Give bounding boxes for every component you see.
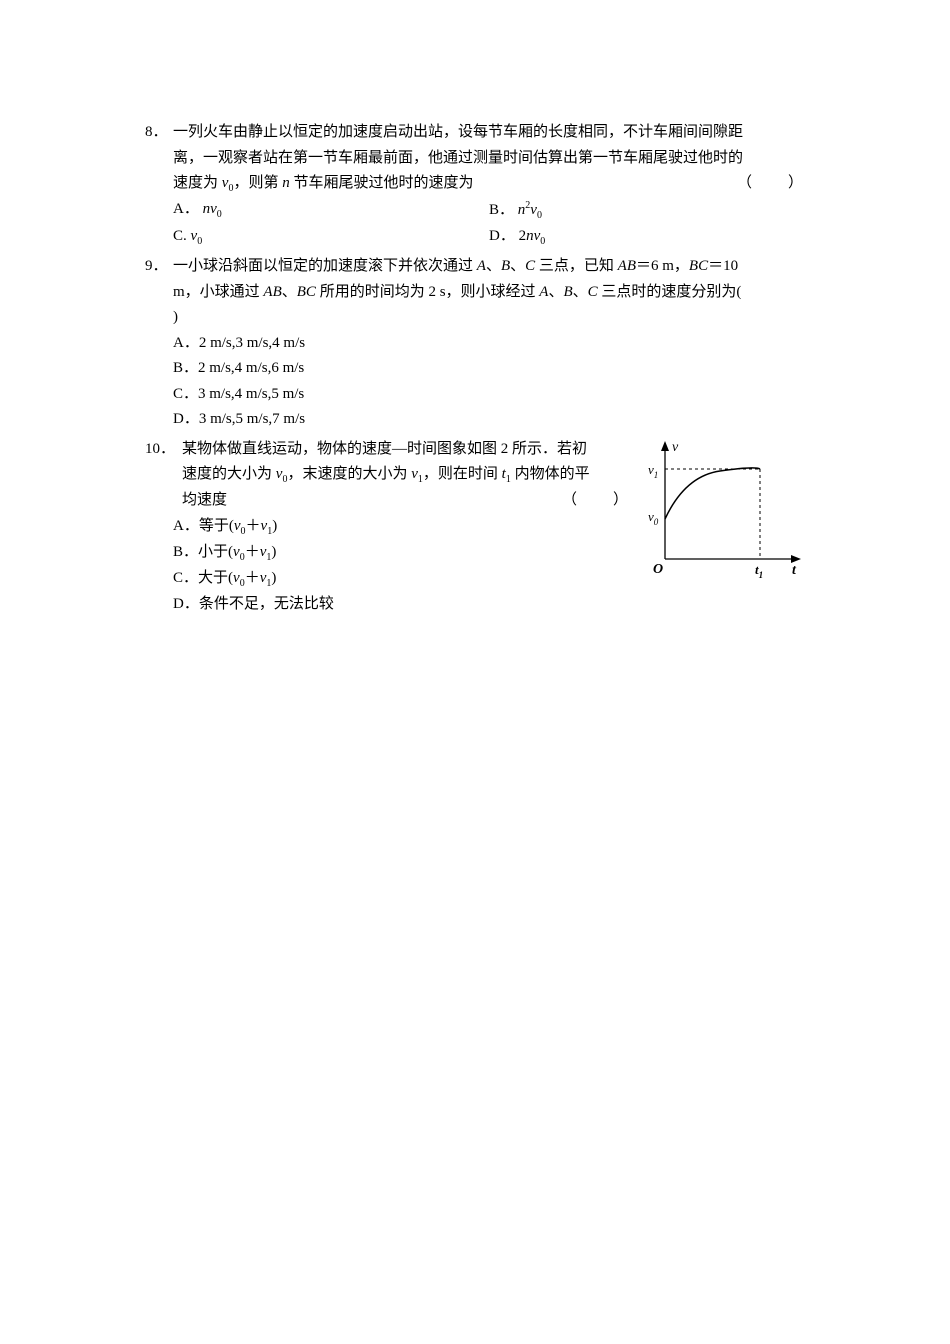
q8-line3-wrap: 速度为 v0，则第 n 节车厢尾驶过他时的速度为 （ ） <box>145 171 805 197</box>
q10-optC: C．大于(v0＋v1) <box>145 566 630 592</box>
q10-l1: 某物体做直线运动，物体的速度—时间图象如图 2 所示．若初 <box>182 441 587 457</box>
t-axis-label: t <box>792 563 797 578</box>
q10-l2-wrap: 速度的大小为 v0，末速度的大小为 v1，则在时间 t1 内物体的平 <box>145 462 630 488</box>
q8-optB-val: n2v0 <box>518 202 542 218</box>
q9-number: 9． <box>145 254 173 280</box>
q10-optC-pre: C．大于 <box>173 570 228 586</box>
q10-text: 某物体做直线运动，物体的速度—时间图象如图 2 所示．若初 <box>182 437 630 463</box>
q10-optC-expr: (v0＋v1) <box>228 570 276 586</box>
q9-optB: B．2 m/s,4 m/s,6 m/s <box>145 356 805 382</box>
q8-line2: 离，一观察者站在第一节车厢最前面，他通过测量时间估算出第一节车厢尾驶过他时的 <box>173 150 743 166</box>
q9-line2-wrap: m，小球通过 AB、BC 所用的时间均为 2 s，则小球经过 A、B、C 三点时… <box>145 280 805 306</box>
q10-v1: v1 <box>411 466 423 482</box>
q8-line3-inner: 速度为 v0，则第 n 节车厢尾驶过他时的速度为 <box>173 171 737 197</box>
q10-stem: 10． 某物体做直线运动，物体的速度—时间图象如图 2 所示．若初 <box>145 437 630 463</box>
q8-options-row2: C. v0 D． 2nv0 <box>145 224 805 250</box>
velocity-time-graph: v v1 v0 O t1 t <box>640 439 805 579</box>
q8-optC: C. v0 <box>173 224 489 250</box>
q8-line3-mid: ，则第 <box>233 175 278 191</box>
q8-optC-val: v0 <box>191 228 203 244</box>
question-9: 9． 一小球沿斜面以恒定的加速度滚下并依次通过 A、B、C 三点，已知 AB＝6… <box>145 254 805 433</box>
q10-number: 10． <box>145 437 182 463</box>
q8-optD: D． 2nv0 <box>489 224 805 250</box>
q10-paren: （ ） <box>562 488 630 514</box>
q8-optA: A． nv0 <box>173 197 489 224</box>
q10-t1: t1 <box>502 466 515 482</box>
q10-l3-wrap: 均速度 （ ） <box>145 488 630 514</box>
q8-optD-val: 2nv0 <box>519 228 546 244</box>
q8-n: n <box>282 175 293 191</box>
q10-l3: 均速度 <box>182 488 562 514</box>
q8-optA-val: nv0 <box>203 201 222 217</box>
q9-l2-pre: m，小球通过 <box>173 284 260 300</box>
q8-options-row1: A． nv0 B． n2v0 <box>145 197 805 224</box>
q8-line2-wrap: 离，一观察者站在第一节车厢最前面，他通过测量时间估算出第一节车厢尾驶过他时的 <box>145 146 805 172</box>
q9-l3: ) <box>173 309 178 325</box>
q8-optA-label: A． <box>173 201 199 217</box>
question-10: 10． 某物体做直线运动，物体的速度—时间图象如图 2 所示．若初 速度的大小为… <box>145 437 805 618</box>
q8-paren: （ ） <box>737 171 805 197</box>
q9-abc1: A、B、C <box>477 258 539 274</box>
q9-optD: D．3 m/s,5 m/s,7 m/s <box>145 407 805 433</box>
q9-l2-mid: 所用的时间均为 2 s，则小球经过 <box>320 284 536 300</box>
q10-optB-expr: (v0＋v1) <box>228 544 276 560</box>
q10-l2-end: 内物体的平 <box>515 466 590 482</box>
q9-l2-post: 三点时的速度分别为( <box>601 284 741 300</box>
q10-optD: D．条件不足，无法比较 <box>145 592 805 618</box>
q8-optB-label: B． <box>489 202 514 218</box>
q10-l2-post: ，则在时间 <box>423 466 498 482</box>
v1-label: v1 <box>648 462 658 480</box>
q10-optB: B．小于(v0＋v1) <box>145 540 630 566</box>
q9-abc2: A、B、C <box>539 284 601 300</box>
velocity-curve <box>665 467 760 518</box>
q8-v0-1: v0 <box>222 175 234 191</box>
q9-stem: 9． 一小球沿斜面以恒定的加速度滚下并依次通过 A、B、C 三点，已知 AB＝6… <box>145 254 805 280</box>
q10-l2-mid: ，末速度的大小为 <box>287 466 407 482</box>
q9-optA: A．2 m/s,3 m/s,4 m/s <box>145 331 805 357</box>
q10-figure: v v1 v0 O t1 t <box>640 437 805 592</box>
q9-l1-bc: ＝10 <box>708 258 738 274</box>
q10-optA-expr: (v0＋v1) <box>229 518 277 534</box>
q8-optB: B． n2v0 <box>489 197 805 224</box>
q10-l2-pre: 速度的大小为 <box>182 466 272 482</box>
q10-optB-pre: B．小于 <box>173 544 228 560</box>
q9-text: 一小球沿斜面以恒定的加速度滚下并依次通过 A、B、C 三点，已知 AB＝6 m，… <box>173 254 805 280</box>
q9-l1-pre: 一小球沿斜面以恒定的加速度滚下并依次通过 <box>173 258 473 274</box>
q10-optA: A．等于(v0＋v1) <box>145 514 630 540</box>
q8-line1: 一列火车由静止以恒定的加速度启动出站，设每节车厢的长度相同，不计车厢间间隙距 <box>173 124 743 140</box>
q9-abbc: AB、BC <box>263 284 319 300</box>
v0-label: v0 <box>648 509 659 527</box>
q9-line3-wrap: ) <box>145 305 805 331</box>
q10-v0: v0 <box>276 466 288 482</box>
v-axis-label: v <box>672 440 679 455</box>
q9-l1-ab: ＝6 m， <box>636 258 689 274</box>
q10-optA-pre: A．等于 <box>173 518 229 534</box>
q8-text: 一列火车由静止以恒定的加速度启动出站，设每节车厢的长度相同，不计车厢间间隙距 <box>173 120 805 146</box>
v-axis-arrow <box>661 441 669 451</box>
q10-with-figure: 10． 某物体做直线运动，物体的速度—时间图象如图 2 所示．若初 速度的大小为… <box>145 437 805 592</box>
q9-optC: C．3 m/s,4 m/s,5 m/s <box>145 382 805 408</box>
q8-number: 8． <box>145 120 173 146</box>
question-8: 8． 一列火车由静止以恒定的加速度启动出站，设每节车厢的长度相同，不计车厢间间隙… <box>145 120 805 250</box>
q8-line3-pre: 速度为 <box>173 175 218 191</box>
t1-label: t1 <box>755 562 763 579</box>
q9-l1-mid: 三点，已知 <box>539 258 614 274</box>
t-axis-arrow <box>791 555 801 563</box>
q8-optC-label: C. <box>173 228 187 244</box>
q8-line3-post: 节车厢尾驶过他时的速度为 <box>293 175 473 191</box>
q8-optD-label: D． <box>489 228 515 244</box>
q10-text-part: 10． 某物体做直线运动，物体的速度—时间图象如图 2 所示．若初 速度的大小为… <box>145 437 630 592</box>
q9-ab: AB <box>618 258 636 274</box>
q9-bc: BC <box>689 258 708 274</box>
q8-stem: 8． 一列火车由静止以恒定的加速度启动出站，设每节车厢的长度相同，不计车厢间间隙… <box>145 120 805 146</box>
origin-label: O <box>653 562 663 577</box>
